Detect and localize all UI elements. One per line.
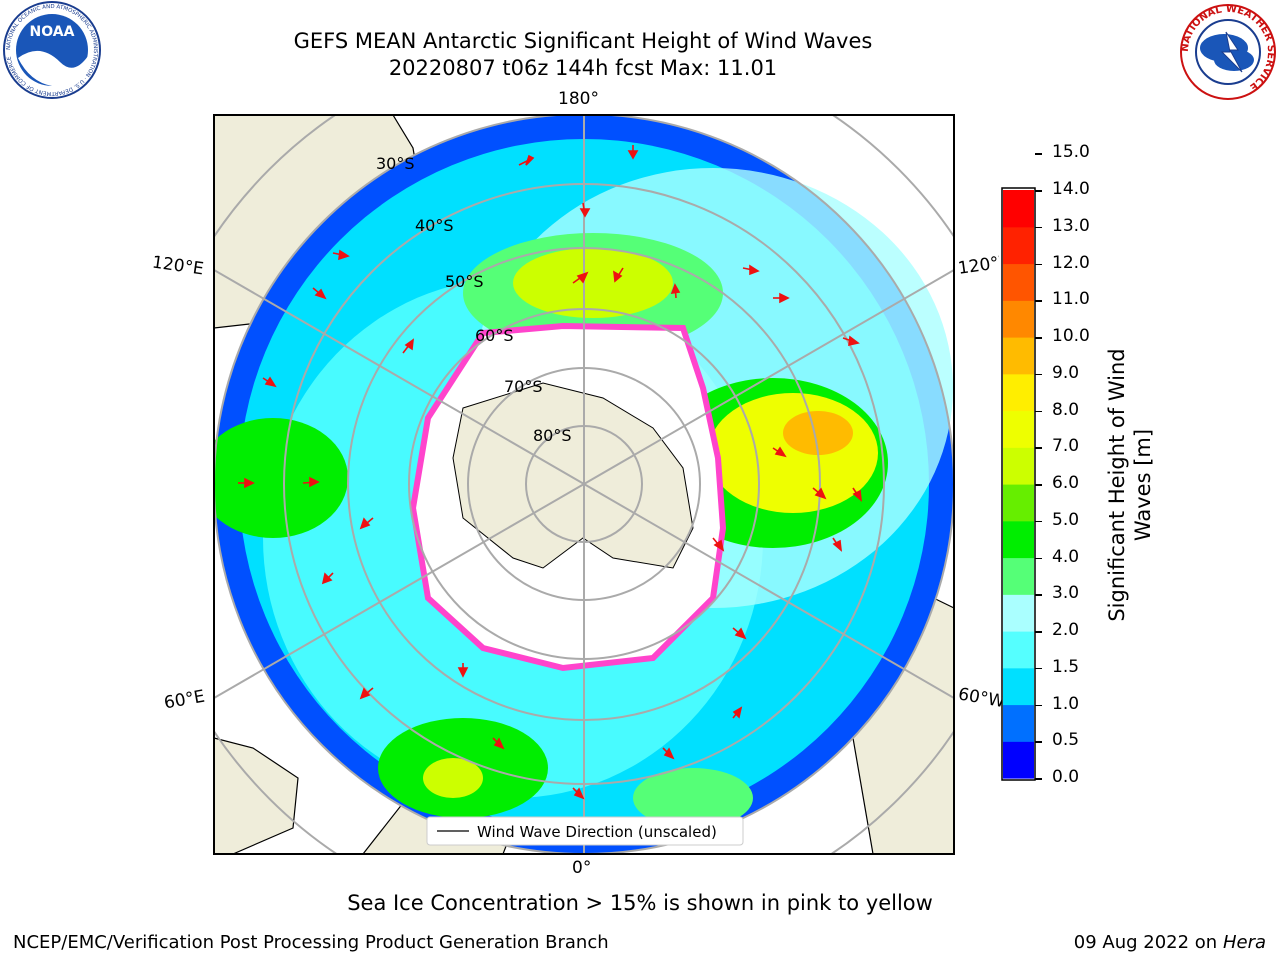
colorbar-stripe	[1003, 337, 1034, 375]
lon-label-0: 0°	[572, 858, 592, 878]
lon-label-120e: 120°E	[150, 252, 205, 280]
legend-label: Wind Wave Direction (unscaled)	[477, 823, 717, 841]
colorbar-stripe	[1003, 190, 1034, 228]
lat-label-40s: 40°S	[415, 216, 454, 235]
date-text: 09 Aug 2022 on	[1073, 932, 1218, 953]
colorbar-tick-mark	[1035, 447, 1042, 449]
colorbar-tick-mark	[1035, 594, 1042, 596]
colorbar-tick-label: 12.0	[1052, 252, 1090, 273]
colorbar-tick-label: 3.0	[1052, 583, 1080, 604]
colorbar-tick-mark	[1035, 226, 1042, 229]
colorbar-stripe	[1003, 667, 1034, 706]
colorbar-stripe	[1003, 520, 1034, 559]
lat-label-70s: 70°S	[504, 377, 543, 396]
colorbar-tick-mark	[1035, 373, 1042, 376]
colorbar-stripe	[1003, 373, 1034, 412]
colorbar-tick-label: 15.0	[1052, 142, 1090, 163]
colorbar-tick-mark	[1035, 410, 1042, 412]
credit-text: NCEP/EMC/Verification Post Processing Pr…	[13, 932, 609, 953]
sea-ice-caption: Sea Ice Concentration > 15% is shown in …	[347, 891, 933, 915]
colorbar-tick-mark	[1035, 520, 1042, 523]
colorbar-tick-mark	[1035, 153, 1042, 155]
colorbar-tick-label: 11.0	[1052, 289, 1090, 310]
lon-label-60w: 60°W	[956, 684, 1004, 712]
lat-label-50s: 50°S	[445, 272, 484, 291]
colorbar-tick-label: 9.0	[1052, 362, 1080, 383]
colorbar-tick-mark	[1035, 337, 1042, 339]
date-stamp: 09 Aug 2022 on Hera	[1074, 932, 1266, 953]
colorbar-stripe	[1003, 226, 1034, 265]
lon-label-180: 180°	[558, 89, 599, 109]
colorbar-tick-label: 4.0	[1052, 546, 1080, 567]
lon-label-120w: 120°W	[956, 253, 1002, 279]
noaa-logo-text: NOAA	[30, 24, 75, 40]
lon-label-60e: 60°E	[162, 686, 207, 714]
chart-title: GEFS MEAN Antarctic Significant Height o…	[293, 29, 873, 53]
colorbar-tick-label: 1.5	[1052, 656, 1080, 677]
lat-label-60s: 60°S	[475, 326, 514, 345]
colorbar-tick-label: 13.0	[1052, 215, 1090, 236]
colorbar-tick-label: 7.0	[1052, 436, 1080, 457]
colorbar-tick-label: 10.0	[1052, 326, 1090, 346]
colorbar-tick-mark	[1035, 190, 1042, 192]
colorbar-tick-label: 1.0	[1052, 693, 1080, 714]
colorbar-stripe	[1003, 631, 1034, 669]
colorbar-tick-mark	[1035, 631, 1042, 633]
colorbar-tick-label: 6.0	[1052, 473, 1080, 493]
graticule	[214, 115, 954, 854]
colorbar-stripe	[1003, 557, 1034, 595]
map-legend: Wind Wave Direction (unscaled)	[426, 816, 744, 846]
colorbar-stripe	[1003, 447, 1034, 485]
colorbar-tick-mark	[1035, 667, 1042, 670]
colorbar-stripe	[1003, 594, 1034, 632]
colorbar-stripe	[1003, 410, 1034, 448]
colorbar-stripe	[1003, 704, 1034, 742]
antarctica	[409, 322, 727, 672]
colorbar-stripe	[1003, 484, 1034, 522]
lat-label-80s: 80°S	[533, 426, 572, 445]
colorbar-tick-label: 2.0	[1052, 620, 1080, 640]
colorbar-tick-label: 0.5	[1052, 730, 1080, 751]
lat-label-30s: 30°S	[376, 154, 415, 173]
colorbar-tick-mark	[1035, 557, 1042, 559]
colorbar-tick-label: 0.0	[1052, 767, 1080, 787]
colorbar-tick-mark	[1035, 704, 1042, 706]
noaa-logo: NOAA NATIONAL OCEANIC AND ATMOSPHERIC AD…	[3, 1, 101, 99]
colorbar-tick-mark	[1035, 300, 1042, 302]
colorbar-stripe	[1003, 741, 1034, 779]
colorbar-tick-label: 8.0	[1052, 399, 1080, 420]
nws-logo: NATIONAL WEATHER SERVICE	[1180, 4, 1276, 100]
colorbar-tick-label: 5.0	[1052, 509, 1080, 530]
colorbar-label: Significant Height of Wind Waves [m]	[1105, 348, 1155, 622]
colorbar-tick-label: 14.0	[1052, 179, 1090, 199]
colorbar-tick-mark	[1035, 778, 1042, 780]
polar-map: 30°S 40°S 50°S 60°S 70°S 80°S Wind Wave …	[213, 114, 955, 855]
colorbar-tick-mark	[1035, 484, 1042, 486]
colorbar-stripe	[1003, 263, 1034, 301]
chart-subtitle: 20220807 t06z 144h fcst Max: 11.01	[388, 56, 778, 80]
colorbar-tick-mark	[1035, 263, 1042, 265]
colorbar-tick-mark	[1035, 741, 1042, 743]
colorbar-stripe	[1003, 300, 1034, 338]
wind-wave-arrows	[238, 145, 863, 800]
map-frame	[213, 114, 955, 855]
machine-name: Hera	[1222, 932, 1266, 953]
colorbar	[1001, 187, 1036, 781]
